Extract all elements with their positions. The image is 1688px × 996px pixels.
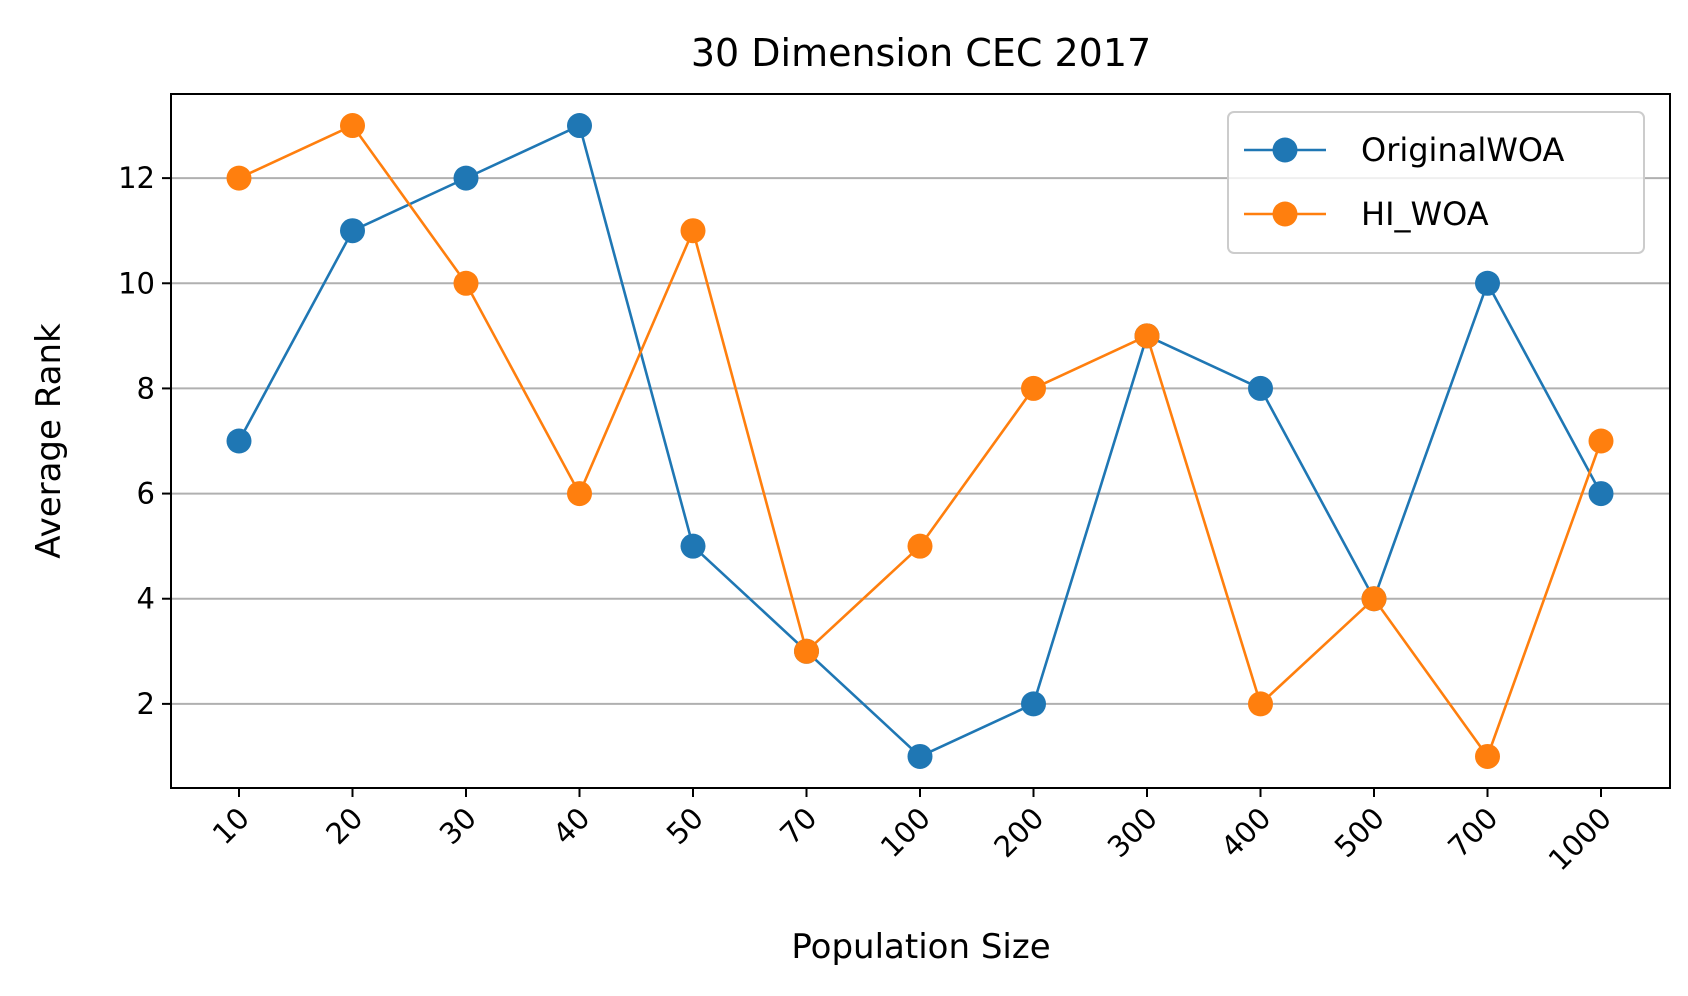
- data-point-hi-woa: [226, 165, 252, 191]
- data-point-hi-woa: [680, 218, 706, 244]
- y-tick-label: 12: [118, 161, 155, 195]
- legend-marker: [1272, 201, 1298, 227]
- data-point-hi-woa: [1361, 586, 1387, 612]
- data-point-hi-woa: [453, 270, 479, 296]
- series-layer: [226, 113, 1614, 769]
- y-tick-label: 8: [137, 371, 155, 405]
- y-axis-label: Average Rank: [29, 323, 69, 559]
- data-point-originalwoa: [453, 165, 479, 191]
- chart-title: 30 Dimension CEC 2017: [691, 31, 1151, 75]
- data-point-hi-woa: [794, 638, 819, 664]
- data-point-hi-woa: [340, 113, 365, 139]
- data-point-hi-woa: [907, 533, 933, 559]
- data-point-hi-woa: [1588, 428, 1614, 454]
- y-tick-label: 6: [137, 477, 155, 511]
- data-point-hi-woa: [1475, 743, 1500, 769]
- data-point-originalwoa: [567, 113, 592, 139]
- data-point-originalwoa: [1475, 270, 1500, 296]
- legend: OriginalWOA HI_WOA: [1227, 111, 1645, 254]
- data-point-originalwoa: [1588, 481, 1614, 507]
- data-point-originalwoa: [1021, 691, 1046, 717]
- legend-box: [1227, 111, 1645, 254]
- data-point-hi-woa: [1134, 323, 1160, 349]
- y-tick-label: 4: [137, 582, 155, 616]
- legend-label: OriginalWOA: [1361, 131, 1564, 169]
- y-tick-label: 10: [118, 266, 155, 300]
- y-tick-label: 2: [137, 687, 155, 721]
- data-point-originalwoa: [680, 533, 706, 559]
- data-point-originalwoa: [1248, 375, 1273, 401]
- data-point-hi-woa: [1021, 375, 1046, 401]
- data-point-originalwoa: [907, 743, 933, 769]
- data-point-hi-woa: [1248, 691, 1273, 717]
- data-point-hi-woa: [567, 481, 592, 507]
- data-point-originalwoa: [226, 428, 252, 454]
- legend-marker: [1272, 137, 1298, 163]
- data-point-originalwoa: [340, 218, 365, 244]
- legend-label: HI_WOA: [1361, 195, 1489, 233]
- x-axis-label: Population Size: [791, 927, 1050, 967]
